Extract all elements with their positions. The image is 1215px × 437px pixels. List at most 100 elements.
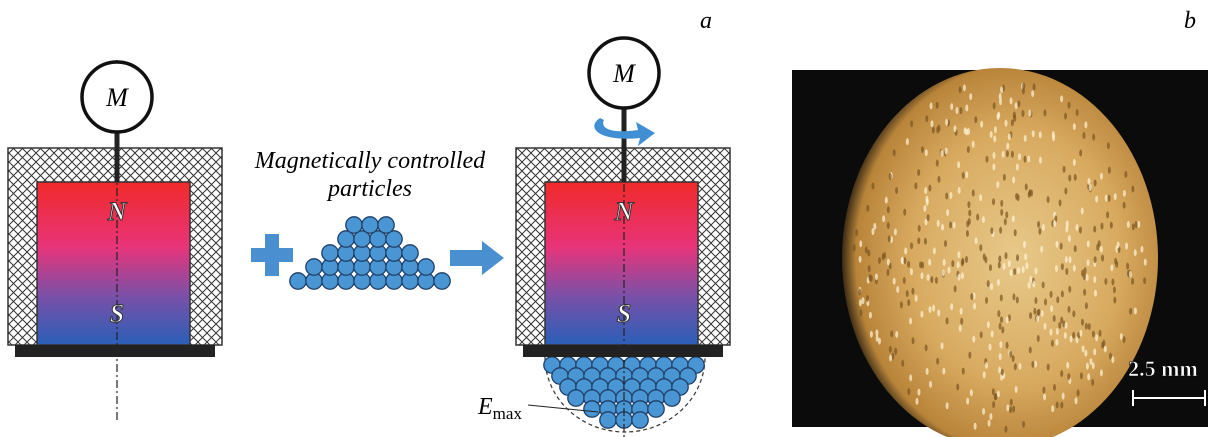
speck <box>936 160 939 167</box>
speck <box>860 309 863 316</box>
speck <box>1051 405 1054 412</box>
speck <box>968 209 971 216</box>
speck <box>1006 150 1009 157</box>
speck <box>953 125 956 132</box>
speck <box>945 192 948 199</box>
speck <box>1009 351 1012 358</box>
speck <box>997 279 1000 286</box>
particle-pile <box>290 217 450 289</box>
speck <box>1010 97 1013 104</box>
speck <box>967 201 970 208</box>
speck <box>1032 130 1035 137</box>
speck <box>1064 113 1067 120</box>
speck <box>1019 363 1022 370</box>
particle <box>378 217 394 233</box>
speck <box>1060 402 1063 409</box>
speck <box>1052 131 1055 138</box>
speck <box>1068 235 1071 242</box>
speck <box>967 146 970 153</box>
speck <box>1092 362 1095 369</box>
speck <box>1036 315 1039 322</box>
speck <box>1002 263 1005 270</box>
speck <box>1134 249 1137 256</box>
speck <box>985 156 988 163</box>
speck <box>1083 289 1086 296</box>
speck <box>917 169 920 176</box>
speck <box>878 257 881 264</box>
speck <box>1002 151 1005 158</box>
speck <box>915 295 918 302</box>
speck <box>1113 297 1116 304</box>
speck <box>991 331 994 338</box>
speck <box>871 182 874 189</box>
speck <box>1010 399 1013 406</box>
speck <box>941 224 944 231</box>
speck <box>1069 256 1072 263</box>
speck <box>999 227 1002 234</box>
speck <box>1089 184 1092 191</box>
speck <box>1086 274 1089 281</box>
speck <box>869 312 872 319</box>
speck <box>924 187 927 194</box>
speck <box>1053 315 1056 322</box>
speck <box>936 102 939 109</box>
speck <box>875 273 878 280</box>
speck <box>1101 255 1104 262</box>
speck <box>1000 86 1003 93</box>
speck <box>969 93 972 100</box>
speck <box>1014 229 1017 236</box>
speck <box>861 297 864 304</box>
speck <box>1004 426 1007 433</box>
speck <box>1083 273 1086 280</box>
speck <box>907 261 910 268</box>
particle <box>346 217 362 233</box>
speck <box>1029 347 1032 354</box>
speck <box>1023 156 1026 163</box>
speck <box>1059 199 1062 206</box>
speck <box>963 84 966 91</box>
speck <box>1013 268 1016 275</box>
speck <box>990 131 993 138</box>
speck <box>945 148 948 155</box>
speck <box>914 182 917 189</box>
speck <box>1006 316 1009 323</box>
speck <box>985 362 988 369</box>
speck <box>930 120 933 127</box>
speck <box>974 116 977 123</box>
speck <box>1056 328 1059 335</box>
speck <box>993 135 996 142</box>
speck <box>957 161 960 168</box>
speck <box>1043 393 1046 400</box>
speck <box>1000 294 1003 301</box>
speck <box>1087 373 1090 380</box>
particle <box>362 217 378 233</box>
speck <box>990 283 993 290</box>
speck <box>1072 310 1075 317</box>
speck <box>1037 335 1040 342</box>
speck <box>1060 317 1063 324</box>
speck <box>937 220 940 227</box>
speck <box>957 251 960 258</box>
particle <box>600 412 616 428</box>
speck <box>1126 263 1129 270</box>
speck <box>920 272 923 279</box>
speck <box>968 352 971 359</box>
speck <box>1064 188 1067 195</box>
speck <box>1085 323 1088 330</box>
speck <box>1004 218 1007 225</box>
speck <box>949 221 952 228</box>
speck <box>950 103 953 110</box>
speck <box>1012 293 1015 300</box>
speck <box>972 336 975 343</box>
speck <box>999 353 1002 360</box>
speck <box>1024 135 1027 142</box>
speck <box>1025 183 1028 190</box>
speck <box>1070 336 1073 343</box>
speck <box>962 368 965 375</box>
speck <box>932 305 935 312</box>
speck <box>1008 260 1011 267</box>
particle <box>418 259 434 275</box>
speck <box>1003 174 1006 181</box>
speck <box>1095 334 1098 341</box>
speck <box>949 192 952 199</box>
